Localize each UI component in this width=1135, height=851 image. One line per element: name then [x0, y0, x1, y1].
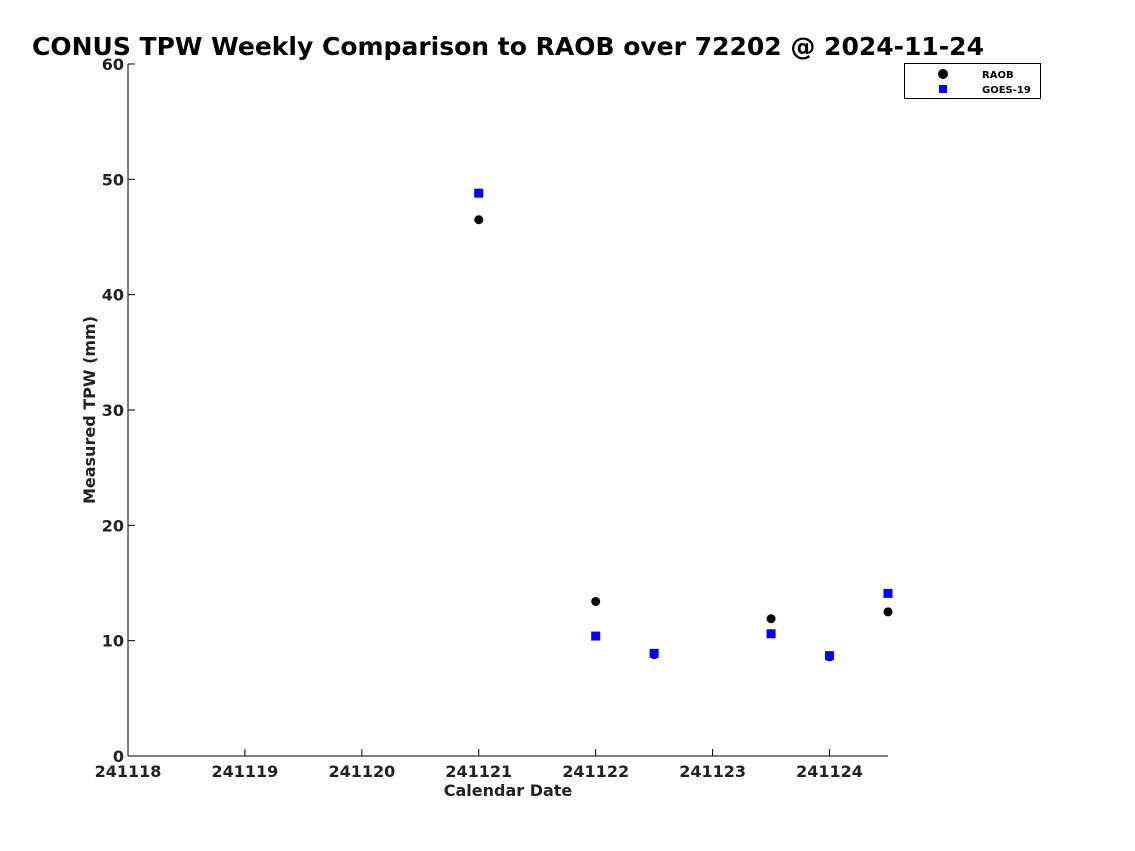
data-points	[474, 188, 893, 662]
goes-19-point	[474, 188, 484, 198]
y-axis-label: Measured TPW (mm)	[80, 316, 99, 504]
x-axis-label: Calendar Date	[444, 781, 573, 800]
y-tick-label: 10	[102, 632, 124, 651]
y-tick-label: 60	[102, 55, 124, 74]
chart-title: CONUS TPW Weekly Comparison to RAOB over…	[32, 32, 984, 61]
goes-19-point	[591, 631, 601, 641]
x-tick-label: 241124	[796, 762, 863, 781]
legend-label-raob: RAOB	[982, 70, 1014, 81]
legend-marker-goes-19	[939, 85, 947, 93]
raob-point	[474, 215, 484, 225]
goes-19-point	[883, 588, 893, 598]
raob-point	[883, 607, 893, 617]
goes-19-point	[825, 651, 835, 661]
y-tick-label: 0	[113, 747, 124, 766]
x-tick-label: 241120	[328, 762, 395, 781]
legend-marker-raob	[938, 69, 948, 79]
y-tick-label: 30	[102, 401, 124, 420]
raob-point	[591, 596, 601, 606]
y-axis-ticks: 0 10 20 30 40 50 60	[102, 55, 135, 766]
y-tick-label: 40	[102, 286, 124, 305]
x-tick-label: 241118	[95, 762, 162, 781]
x-tick-label: 241123	[679, 762, 746, 781]
goes-19-point	[766, 629, 776, 639]
legend-label-goes-19: GOES-19	[982, 85, 1031, 96]
legend-box	[904, 63, 1041, 99]
x-axis-ticks: 241118 241119 241120 241121 241122 241123 2411…	[95, 749, 863, 781]
x-tick-label: 241119	[212, 762, 279, 781]
axes	[127, 64, 888, 757]
y-tick-label: 50	[102, 170, 124, 189]
y-tick-label: 20	[102, 516, 124, 535]
x-tick-label: 241121	[445, 762, 512, 781]
raob-point	[766, 614, 776, 624]
goes-19-point	[649, 648, 659, 658]
legend: RAOB GOES-19	[904, 63, 1041, 99]
x-tick-label: 241122	[562, 762, 629, 781]
